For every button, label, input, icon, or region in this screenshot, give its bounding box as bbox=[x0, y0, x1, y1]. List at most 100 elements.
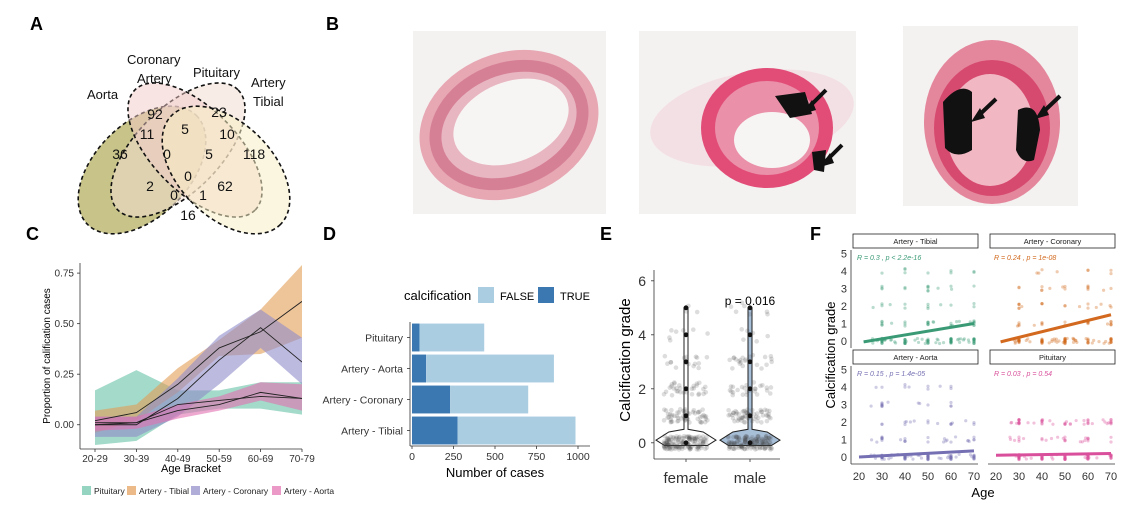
chart-f-point bbox=[880, 339, 884, 344]
chart-f-point bbox=[1109, 455, 1113, 459]
chart-f-point bbox=[903, 439, 907, 443]
chart-e-point bbox=[680, 436, 685, 441]
chart-f-point bbox=[926, 457, 930, 461]
chart-f-point bbox=[903, 420, 907, 424]
chart-f-point bbox=[949, 404, 953, 408]
chart-f-point bbox=[1071, 340, 1076, 344]
chart-e-point bbox=[662, 446, 668, 451]
chart-c-y-axis: 0.00 0.25 0.50 0.75 bbox=[55, 269, 80, 431]
chart-e-point bbox=[665, 442, 671, 447]
chart-e-point bbox=[679, 440, 685, 445]
chart-f-point bbox=[923, 341, 927, 346]
chart-f-stat: R = 0.03 , p = 0.54 bbox=[994, 371, 1052, 378]
chart-f-point bbox=[1109, 323, 1113, 327]
chart-e-point bbox=[675, 388, 681, 394]
chart-e-point bbox=[696, 447, 701, 452]
chart-e-point bbox=[730, 384, 736, 390]
chart-e-point bbox=[747, 440, 753, 446]
chart-e-point bbox=[763, 439, 768, 444]
chart-f-point bbox=[1063, 341, 1067, 345]
chart-e-point bbox=[739, 443, 745, 449]
chart-e-point bbox=[742, 438, 748, 444]
chart-f-point bbox=[949, 341, 953, 345]
chart-f-point bbox=[926, 455, 930, 459]
chart-e-point bbox=[752, 416, 757, 422]
venn-diagram: Aorta Coronary Artery Pituitary Artery T… bbox=[77, 52, 291, 235]
chart-e-point bbox=[671, 435, 677, 441]
chart-e-point bbox=[683, 359, 689, 365]
chart-d-bar-true bbox=[412, 354, 427, 383]
chart-e-point bbox=[668, 437, 674, 442]
chart-e-point bbox=[758, 445, 763, 450]
chart-e-point bbox=[682, 408, 688, 413]
chart-f-point bbox=[1050, 339, 1054, 344]
chart-d: calcification FALSE TRUE Pituitary Artery … bbox=[322, 287, 590, 480]
chart-e-point bbox=[745, 435, 750, 440]
chart-f: Calcification grade Artery - Tibial R = 0… bbox=[823, 233, 1117, 500]
chart-e-point bbox=[739, 415, 744, 421]
chart-f-point bbox=[964, 419, 968, 423]
chart-e-point bbox=[760, 437, 766, 442]
chart-c-legend-swatch bbox=[191, 486, 200, 495]
chart-e-point bbox=[705, 417, 710, 423]
chart-e-point bbox=[661, 444, 667, 449]
chart-f-point bbox=[1109, 340, 1113, 344]
chart-f-point bbox=[972, 339, 976, 344]
chart-e-point bbox=[762, 438, 767, 443]
chart-f-point bbox=[1017, 323, 1021, 328]
chart-e-point bbox=[737, 441, 743, 446]
chart-e-point bbox=[664, 440, 670, 446]
chart-f-point bbox=[1040, 419, 1044, 424]
chart-f-point bbox=[1063, 457, 1067, 461]
chart-f-point bbox=[880, 323, 884, 327]
chart-f-point bbox=[926, 320, 930, 324]
chart-e-point bbox=[671, 441, 677, 447]
chart-e-point bbox=[666, 445, 672, 450]
chart-e-point bbox=[666, 437, 671, 442]
chart-f-point bbox=[893, 340, 897, 344]
chart-f-point bbox=[937, 456, 941, 460]
chart-f-point bbox=[926, 306, 930, 311]
chart-e-point bbox=[730, 446, 735, 451]
chart-e-point bbox=[765, 413, 770, 418]
chart-e-point bbox=[693, 435, 698, 440]
chart-e-point bbox=[758, 407, 764, 413]
chart-f-point bbox=[942, 440, 946, 444]
chart-e-point bbox=[742, 439, 748, 445]
chart-d-bar-false bbox=[419, 323, 485, 352]
chart-e-point bbox=[663, 389, 669, 395]
chart-f-point bbox=[1017, 418, 1021, 422]
chart-d-bar-true bbox=[412, 385, 451, 414]
chart-f-point bbox=[1109, 418, 1113, 422]
chart-f-point bbox=[967, 340, 971, 344]
chart-e-point bbox=[669, 328, 674, 333]
chart-f-point bbox=[1063, 320, 1067, 324]
chart-e-point bbox=[700, 441, 706, 446]
chart-e-point bbox=[698, 420, 704, 425]
chart-f-point bbox=[1082, 422, 1086, 426]
chart-f-point bbox=[1040, 421, 1044, 425]
chart-f-point bbox=[959, 337, 963, 341]
chart-f-point bbox=[880, 403, 884, 407]
chart-f-point bbox=[958, 340, 962, 345]
chart-e-point bbox=[666, 437, 671, 443]
chart-e-point bbox=[749, 407, 755, 413]
chart-e-point bbox=[666, 442, 671, 448]
chart-f-point bbox=[1109, 336, 1113, 341]
panel-letter-b: B bbox=[326, 14, 339, 34]
venn-count: 0 bbox=[184, 168, 192, 184]
chart-e-point bbox=[743, 357, 748, 362]
chart-f-point bbox=[1017, 338, 1021, 342]
chart-e-point bbox=[754, 446, 760, 451]
chart-e-point bbox=[739, 300, 745, 306]
chart-d-y-axis: Pituitary Artery - Aorta Artery - Coronary… bbox=[322, 333, 410, 438]
chart-e-point bbox=[734, 439, 740, 445]
chart-f-point bbox=[949, 422, 953, 427]
venn-count: 92 bbox=[147, 106, 163, 122]
chart-c-xtick-label: 30-39 bbox=[124, 454, 150, 465]
chart-e-plot bbox=[655, 300, 781, 452]
chart-f-point bbox=[926, 458, 930, 462]
chart-f-point bbox=[903, 439, 907, 443]
chart-e-point bbox=[769, 359, 774, 365]
chart-f-point bbox=[926, 419, 930, 423]
